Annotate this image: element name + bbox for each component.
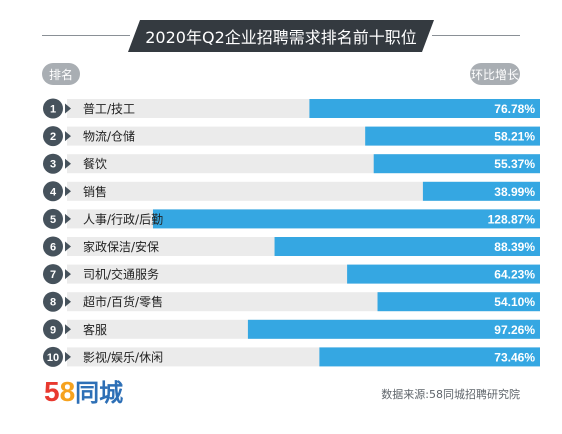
logo-text: 同城 xyxy=(75,380,124,407)
bar xyxy=(365,126,540,146)
value-label: 54.10% xyxy=(494,295,535,309)
logo-digit-eight: 8 xyxy=(59,376,76,407)
category-label: 人事/行政/后勤 xyxy=(83,212,163,226)
rank-number: 2 xyxy=(50,131,56,143)
bar xyxy=(373,154,540,174)
category-label: 普工/技工 xyxy=(83,102,135,116)
category-label: 司机/交通服务 xyxy=(83,267,159,282)
bar xyxy=(347,264,540,284)
category-label: 餐饮 xyxy=(83,156,107,171)
category-label: 超市/百货/零售 xyxy=(83,294,163,309)
category-label: 客服 xyxy=(83,322,107,337)
rank-pointer xyxy=(65,269,71,280)
category-label: 销售 xyxy=(83,184,107,199)
rank-badge xyxy=(43,126,63,147)
rank-badge xyxy=(43,264,63,285)
value-label: 76.78% xyxy=(494,102,535,116)
value-label: 38.99% xyxy=(494,185,535,199)
rank-number: 4 xyxy=(50,186,57,198)
bar xyxy=(247,319,540,339)
chart-title: 2020年Q2企业招聘需求排名前十职位 xyxy=(128,20,434,52)
rank-pointer xyxy=(65,103,71,114)
rank-number: 8 xyxy=(50,297,56,309)
bar xyxy=(319,347,540,367)
bar xyxy=(377,292,540,312)
rank-pointer xyxy=(65,186,71,197)
rank-badge xyxy=(43,98,63,119)
value-label: 58.21% xyxy=(494,130,535,144)
rank-pointer xyxy=(65,213,71,224)
value-label: 97.26% xyxy=(494,323,535,337)
category-label: 家政保洁/安保 xyxy=(83,239,159,254)
rank-pointer xyxy=(65,324,71,335)
rank-badge xyxy=(43,208,63,229)
rank-pointer xyxy=(65,296,71,307)
rank-number: 7 xyxy=(50,269,56,281)
rank-badge xyxy=(43,291,63,312)
rank-number: 10 xyxy=(47,352,59,364)
category-label: 影视/娱乐/休闲 xyxy=(83,349,163,364)
rank-number: 6 xyxy=(50,242,56,254)
rank-pointer xyxy=(65,351,71,362)
rank-number: 5 xyxy=(50,214,56,226)
bar-track xyxy=(67,181,540,201)
rank-number: 3 xyxy=(50,159,56,171)
rank-badge xyxy=(43,181,63,202)
rank-badge xyxy=(43,236,63,257)
value-label: 128.87% xyxy=(488,212,536,226)
growth-column-header: 环比增长 xyxy=(470,63,520,85)
value-label: 88.39% xyxy=(494,240,535,254)
rank-column-header: 排名 xyxy=(42,63,80,85)
rank-badge xyxy=(43,319,63,340)
bar xyxy=(309,99,540,118)
rank-pointer xyxy=(65,158,71,169)
bar xyxy=(274,237,540,256)
rank-pointer xyxy=(65,131,71,142)
value-label: 55.37% xyxy=(494,157,535,171)
rank-badge xyxy=(43,153,63,174)
category-label: 物流/仓储 xyxy=(83,129,135,144)
rank-pointer xyxy=(65,241,71,252)
brand-logo: 58同城 xyxy=(44,373,123,408)
bar xyxy=(152,209,540,229)
rank-number: 9 xyxy=(50,324,56,336)
value-label: 73.46% xyxy=(494,350,535,364)
data-source-note: 数据来源:58同城招聘研究院 xyxy=(381,388,520,401)
rank-badge xyxy=(43,346,63,367)
value-label: 64.23% xyxy=(494,268,535,282)
title-rule-left xyxy=(42,35,130,36)
logo-digit-five: 5 xyxy=(44,376,60,407)
rank-number: 1 xyxy=(50,104,56,116)
bar xyxy=(422,181,540,201)
title-rule-right xyxy=(432,35,520,36)
